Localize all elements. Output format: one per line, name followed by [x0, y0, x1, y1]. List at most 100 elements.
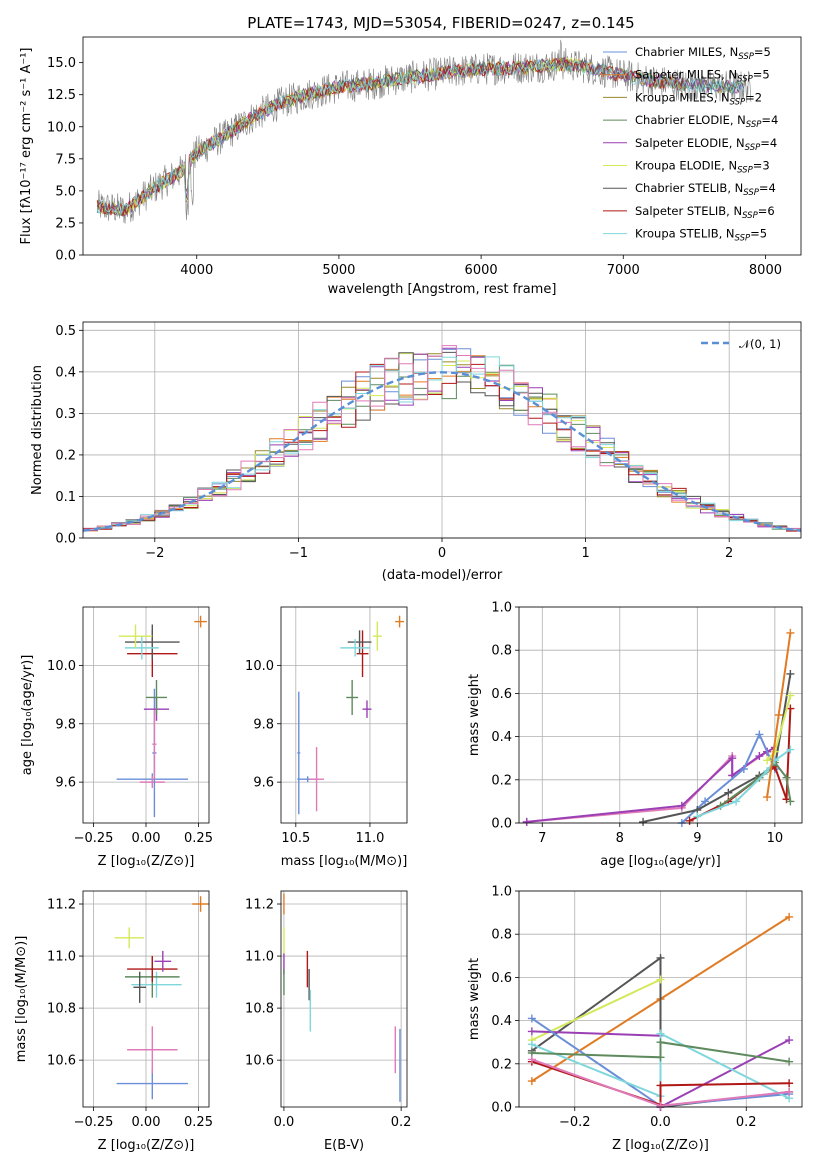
- mass-vs-metallicity-panel: −0.25 0.00 0.25 10.6 10.8 11.0 11.2 Z [log₁₀(Z/…: [14, 890, 213, 1153]
- mass-weight-marker: [527, 1014, 536, 1023]
- plot-frame: [82, 606, 210, 824]
- y-axis-label: mass weight: [467, 958, 482, 1040]
- spectrum-panel: 4000 5000 6000 7000 8000 0.0 2.5 5.0 7.5 10.0 12.5…: [19, 36, 802, 297]
- mass-weight-marker: [763, 793, 772, 802]
- legend-label-name: Chabrier STELIB, N: [635, 181, 743, 195]
- y-tick-label: 0.2: [55, 448, 76, 463]
- legend-label-name: Kroupa ELODIE, N: [635, 159, 737, 173]
- y-tick-label: 12.5: [47, 88, 76, 103]
- mass-weight-marker: [656, 1038, 665, 1047]
- x-tick-label: −0.25: [74, 1115, 114, 1130]
- legend-label-subscript: SSP: [735, 234, 751, 244]
- y-tick-label: 9.6: [253, 776, 274, 791]
- legend-label: 𝒩(0, 1): [739, 337, 781, 351]
- mass-weight-marker: [786, 797, 795, 806]
- y-tick-label: 10.0: [47, 659, 76, 674]
- legend-label-name: Chabrier ELODIE, N: [635, 113, 746, 127]
- y-tick-label: 11.0: [47, 950, 76, 965]
- mass-weight-line: [526, 750, 768, 823]
- y-tick-label: 1.0: [491, 601, 512, 616]
- plot-frame: [280, 606, 408, 824]
- legend-label: Salpeter MILES, NSSP=5: [635, 68, 770, 85]
- mass-weight-marker: [639, 817, 648, 826]
- mass-weight-marker: [785, 912, 794, 921]
- x-tick-label: 10: [767, 831, 784, 846]
- y-tick-label: 0.0: [55, 532, 76, 547]
- legend-label: Chabrier ELODIE, NSSP=4: [635, 113, 778, 130]
- x-tick-label: −1: [289, 546, 308, 561]
- x-tick-label: 0: [438, 546, 446, 561]
- x-tick-label: 0.25: [184, 1115, 213, 1130]
- x-tick-label: 0.00: [132, 1115, 161, 1130]
- legend-label-name: Chabrier MILES, N: [635, 45, 738, 59]
- x-tick-label: 0.2: [736, 1115, 757, 1130]
- y-tick-label: 9.8: [253, 717, 274, 732]
- mass-weight-marker: [656, 1029, 665, 1038]
- legend-label-subscript: SSP: [743, 188, 759, 198]
- legend-label-value: =5: [750, 227, 767, 241]
- mass-weight-vs-metallicity-panel: −0.2 0.0 0.2 0.0 0.2 0.4 0.6 0.8 1.0 Z [log₁₀(Z/Z…: [467, 885, 803, 1153]
- x-tick-label: 0.00: [132, 831, 161, 846]
- legend-label-subscript: SSP: [745, 143, 761, 153]
- legend-label-name: Salpeter MILES, N: [635, 68, 737, 82]
- mass-weight-marker: [522, 817, 531, 826]
- y-tick-label: 10.8: [47, 1002, 76, 1017]
- y-tick-label: 0.0: [491, 1101, 512, 1116]
- x-tick-label: 5000: [322, 263, 355, 278]
- age-vs-mass-panel: 10.5 11.0 9.6 9.8 10.0 mass [log₁₀(M/M⊙)]: [245, 606, 408, 869]
- y-tick-label: 0.8: [491, 928, 512, 943]
- age-vs-metallicity-panel: −0.25 0.00 0.25 9.6 9.8 10.0 Z [log₁₀(Z/Z⊙)] ag…: [20, 606, 213, 869]
- x-tick-label: 0.0: [274, 1115, 295, 1130]
- y-axis-label: Normed distribution: [30, 365, 45, 495]
- x-tick-label: 6000: [465, 263, 498, 278]
- x-axis-label: mass [log₁₀(M/M⊙)]: [281, 854, 408, 869]
- legend-label-subscript: SSP: [746, 120, 762, 130]
- x-tick-label: −2: [145, 546, 164, 561]
- y-tick-label: 0.2: [491, 1057, 512, 1072]
- y-tick-label: 10.0: [245, 659, 274, 674]
- mass-weight-line: [642, 673, 792, 823]
- x-tick-label: 1: [581, 546, 589, 561]
- mass-weight-marker: [755, 752, 764, 761]
- legend-label: Kroupa MILES, NSSP=2: [635, 90, 762, 107]
- x-axis-label: Z [log₁₀(Z/Z⊙)]: [98, 1138, 195, 1153]
- residuals-panel: −2 −1 0 1 2 0.0 0.1 0.2 0.3 0.4 0.5 (data-model)/er…: [30, 321, 802, 583]
- mass-weight-marker: [656, 1101, 665, 1110]
- x-tick-label: 0.25: [184, 831, 213, 846]
- mass-weight-marker: [724, 788, 733, 797]
- mass-weight-marker: [785, 1087, 794, 1096]
- legend-label-value: =4: [761, 113, 778, 127]
- y-tick-label: 10.6: [47, 1054, 76, 1069]
- y-tick-label: 10.8: [245, 1002, 274, 1017]
- mass-weight-marker: [755, 730, 764, 739]
- legend-label-value: =5: [753, 68, 770, 82]
- mass-vs-ebv-panel: 0.0 0.2 10.6 10.8 11.0 11.2 E(B-V): [245, 890, 411, 1153]
- mass-weight-marker: [774, 711, 783, 719]
- x-tick-label: 9: [693, 831, 701, 846]
- legend-label: Chabrier MILES, NSSP=5: [635, 45, 771, 62]
- legend-label-subscript: SSP: [742, 211, 758, 221]
- x-axis-label: wavelength [Angstrom, rest frame]: [328, 282, 557, 297]
- y-axis-label: mass [log₁₀(M/M⊙)]: [14, 936, 29, 1063]
- x-tick-label: 0.0: [650, 1115, 671, 1130]
- mass-weight-marker: [656, 975, 665, 984]
- legend-label-name: Kroupa STELIB, N: [635, 227, 735, 241]
- plot-frame: [518, 890, 803, 1108]
- x-tick-label: 8000: [749, 263, 782, 278]
- x-tick-label: 11.0: [355, 831, 384, 846]
- mass-weight-marker: [786, 628, 795, 637]
- y-tick-label: 7.5: [55, 152, 76, 167]
- y-tick-label: 0.5: [55, 324, 76, 339]
- y-tick-label: 11.0: [245, 950, 274, 965]
- mass-weight-marker: [739, 765, 748, 773]
- legend-label-name: Salpeter ELODIE, N: [635, 136, 745, 150]
- x-tick-label: 10.5: [281, 831, 310, 846]
- y-tick-label: 1.0: [491, 885, 512, 900]
- y-tick-label: 0.4: [55, 365, 76, 380]
- legend-label-name: Salpeter STELIB, N: [635, 204, 742, 218]
- mass-weight-marker: [785, 1036, 794, 1045]
- legend-label-name: Kroupa MILES, N: [635, 90, 730, 104]
- legend-label: Salpeter ELODIE, NSSP=4: [635, 136, 777, 153]
- mass-weight-marker: [527, 1027, 536, 1036]
